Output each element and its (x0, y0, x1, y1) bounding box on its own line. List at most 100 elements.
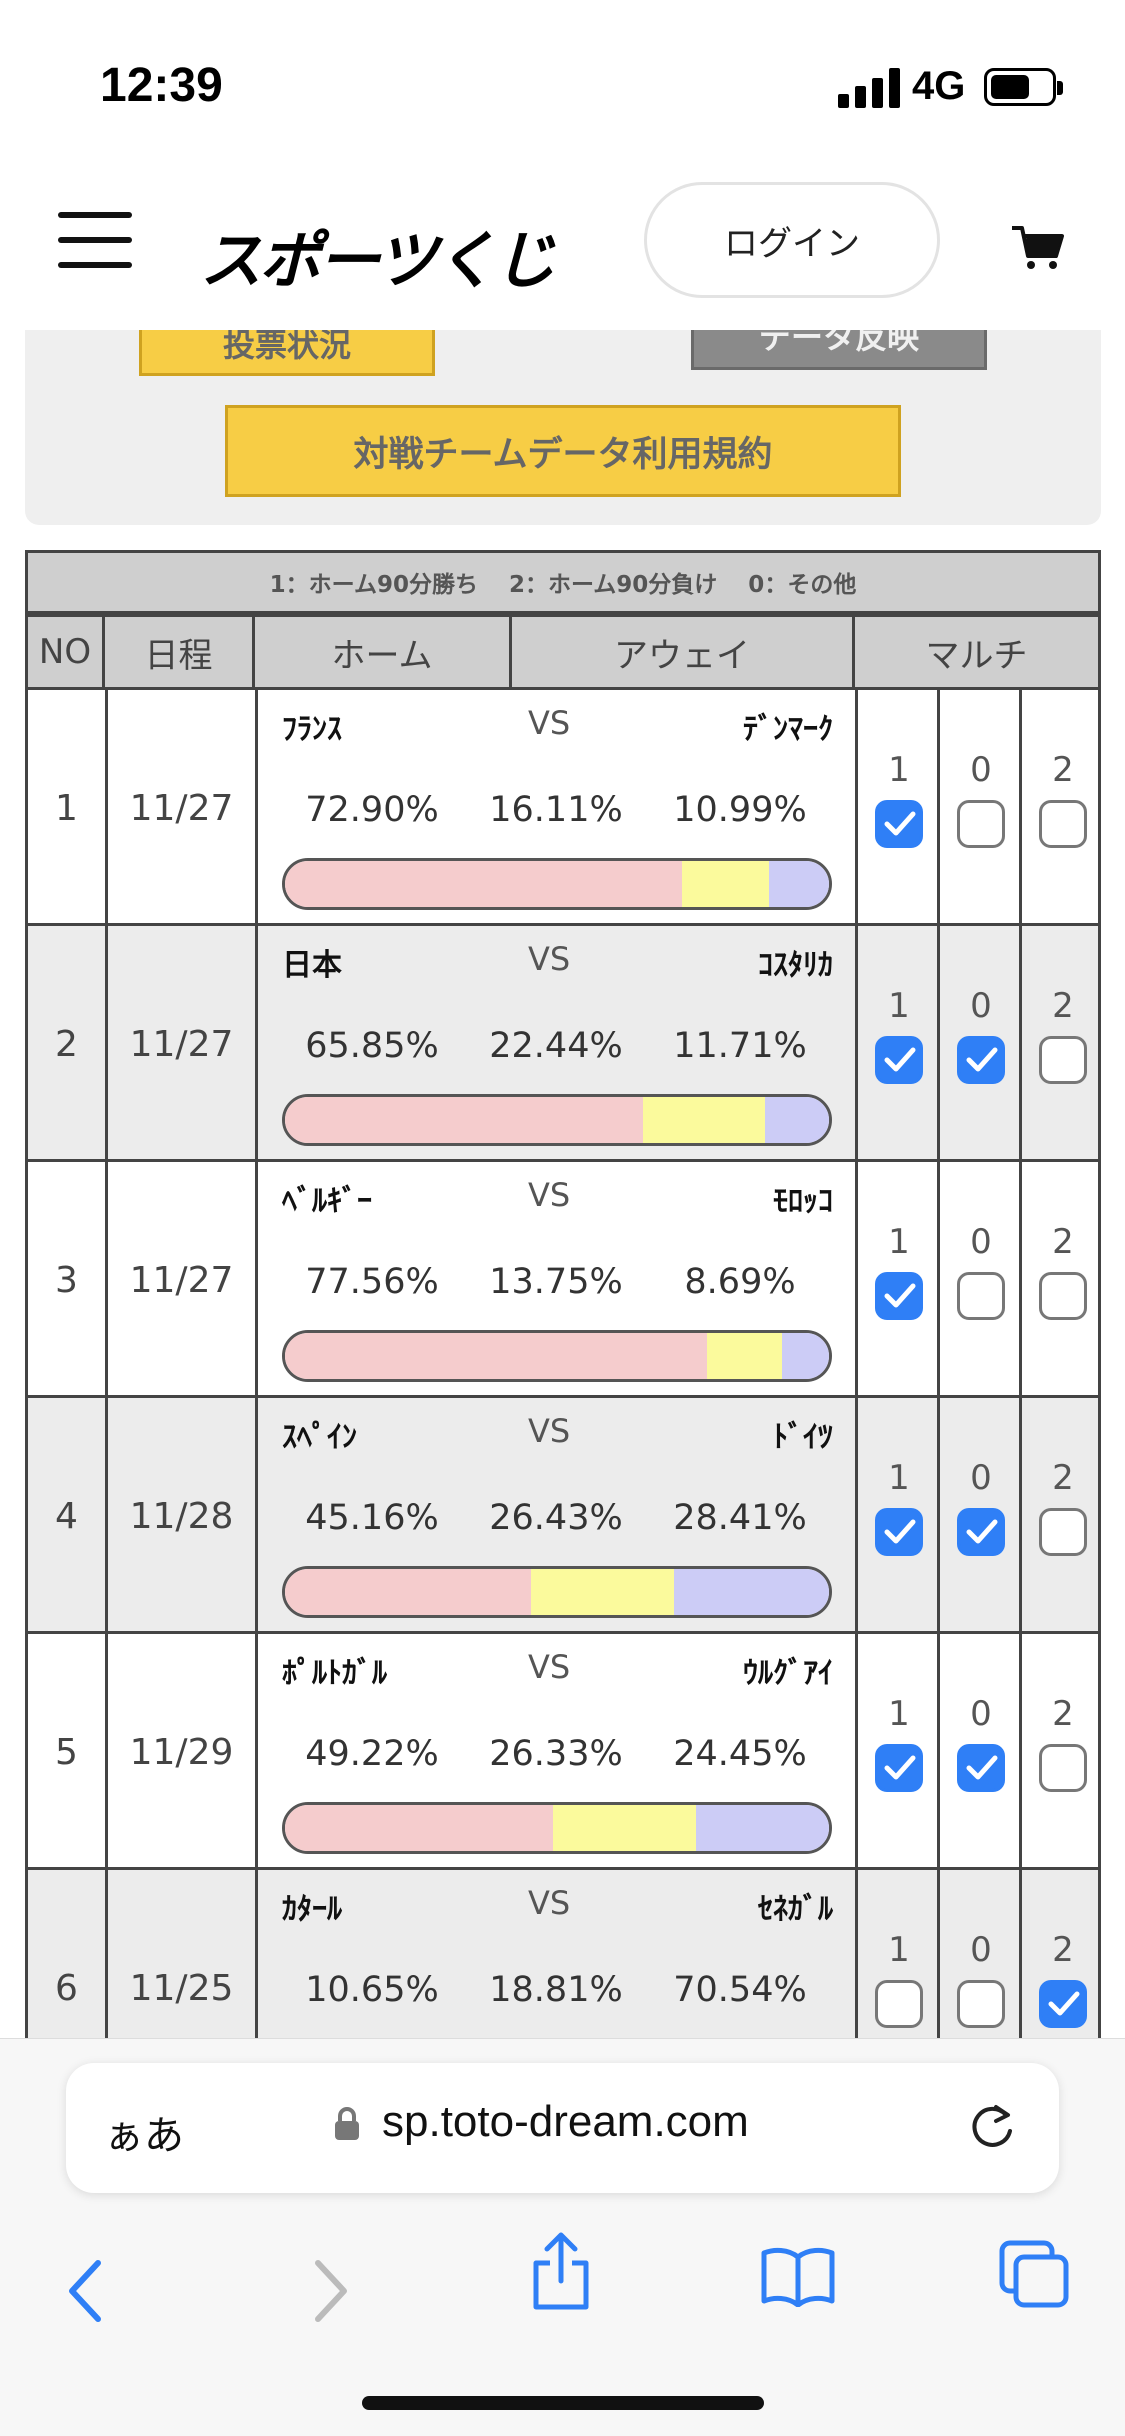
match-date: 11/27 (105, 1162, 255, 1398)
multi-1-cell: 1 (855, 926, 937, 1162)
bookmarks-icon[interactable] (760, 2245, 836, 2307)
multi-0-checkbox[interactable] (957, 800, 1005, 848)
vote-ratio-bar (282, 1330, 832, 1382)
table-header: NO 日程 ホーム アウェイ マルチ (25, 614, 1101, 690)
match-info: ｶﾀｰﾙ VS ｾﾈｶﾞﾙ 10.65% 18.81% 70.54% (255, 1870, 855, 2040)
multi-0-checkbox[interactable] (957, 1036, 1005, 1084)
home-team: ﾍﾞﾙｷﾞｰ (282, 1184, 372, 1219)
data-panel: 投票状況 データ反映 対戦チームデータ利用規約 (25, 330, 1101, 525)
multi-0-cell: 0 (937, 1162, 1019, 1398)
header-away: アウェイ (509, 614, 855, 690)
home-win-pct: 49.22% (305, 1734, 439, 1774)
away-win-pct: 70.54% (673, 1970, 807, 2010)
row-number: 5 (55, 1731, 78, 1773)
back-icon[interactable] (66, 2259, 106, 2323)
address-bar[interactable]: ぁあ sp.toto-dream.com (66, 2063, 1059, 2193)
multi-1-checkbox[interactable] (875, 1744, 923, 1792)
away-win-pct: 28.41% (673, 1498, 807, 1538)
home-win-pct: 10.65% (305, 1970, 439, 2010)
forward-icon[interactable] (310, 2259, 350, 2323)
match-date: 11/27 (105, 926, 255, 1162)
home-win-pct: 77.56% (305, 1262, 439, 1302)
home-win-pct: 45.16% (305, 1498, 439, 1538)
cart-icon[interactable] (1010, 222, 1066, 272)
away-team: ｺｽﾀﾘｶ (758, 948, 833, 983)
site-logo[interactable]: スポーツくじ (200, 224, 556, 297)
checkmark-icon (884, 1519, 916, 1544)
browser-toolbar: ぁあ sp.toto-dream.com (0, 2038, 1125, 2436)
reader-options-button[interactable]: ぁあ (104, 2113, 184, 2159)
multi-2-checkbox[interactable] (1039, 1272, 1087, 1320)
multi-label: 2 (1052, 1694, 1074, 1734)
draw-bar-segment (706, 1333, 782, 1379)
multi-1-checkbox[interactable] (875, 1036, 923, 1084)
draw-pct: 26.33% (489, 1734, 623, 1774)
multi-label: 1 (888, 1458, 910, 1498)
multi-1-checkbox[interactable] (875, 1272, 923, 1320)
home-bar-segment (285, 861, 682, 907)
multi-2-checkbox[interactable] (1039, 1980, 1087, 2028)
multi-0-checkbox[interactable] (957, 1508, 1005, 1556)
match-info: 日本 VS ｺｽﾀﾘｶ 65.85% 22.44% 11.71% (255, 926, 855, 1162)
checkmark-icon (884, 811, 916, 836)
table-legend: 1：ホーム90分勝ち 2：ホーム90分負け 0：その他 (25, 550, 1101, 614)
multi-1-checkbox[interactable] (875, 800, 923, 848)
reload-icon[interactable] (966, 2101, 1018, 2153)
vs-label: VS (528, 1648, 571, 1686)
multi-label: 0 (970, 750, 992, 790)
tabs-icon[interactable] (998, 2239, 1070, 2309)
checkmark-icon (966, 1047, 998, 1072)
checkmark-icon (884, 1047, 916, 1072)
menu-icon[interactable] (58, 212, 132, 268)
match-date: 11/29 (105, 1634, 255, 1870)
multi-0-cell: 0 (937, 926, 1019, 1162)
share-icon[interactable] (530, 2231, 592, 2311)
home-indicator (362, 2396, 764, 2410)
battery-icon (984, 68, 1063, 106)
table-row: 4 11/28 ｽﾍﾟｲﾝ VS ﾄﾞｲﾂ 45.16% 26.43% 28.41% 1 0 2 (28, 1398, 1098, 1634)
vote-ratio-bar (282, 1566, 832, 1618)
away-win-pct: 8.69% (684, 1262, 796, 1302)
vs-label: VS (528, 704, 571, 742)
multi-1-checkbox[interactable] (875, 1508, 923, 1556)
multi-2-checkbox[interactable] (1039, 1508, 1087, 1556)
row-number: 1 (55, 787, 78, 829)
multi-label: 1 (888, 1694, 910, 1734)
draw-bar-segment (530, 1569, 675, 1615)
data-reflect-button[interactable]: データ反映 (691, 330, 987, 370)
checkmark-icon (1048, 1991, 1080, 2016)
multi-label: 2 (1052, 986, 1074, 1026)
away-team: ｳﾙｸﾞｱｲ (743, 1656, 833, 1691)
network-label: 4G (912, 64, 966, 108)
match-info: ﾌﾗﾝｽ VS ﾃﾞﾝﾏｰｸ 72.90% 16.11% 10.99% (255, 690, 855, 926)
multi-2-checkbox[interactable] (1039, 800, 1087, 848)
home-bar-segment (285, 1333, 707, 1379)
multi-2-checkbox[interactable] (1039, 1036, 1087, 1084)
multi-1-cell: 1 (855, 1162, 937, 1398)
multi-label: 2 (1052, 1222, 1074, 1262)
draw-bar-segment (643, 1097, 766, 1143)
home-team: 日本 (282, 948, 342, 983)
multi-0-checkbox[interactable] (957, 1980, 1005, 2028)
multi-0-checkbox[interactable] (957, 1272, 1005, 1320)
status-time: 12:39 (100, 59, 223, 112)
login-button[interactable]: ログイン (644, 182, 940, 298)
multi-label: 0 (970, 1458, 992, 1498)
terms-button[interactable]: 対戦チームデータ利用規約 (225, 405, 901, 497)
match-date: 11/28 (105, 1398, 255, 1634)
lock-icon (335, 2107, 359, 2140)
site-header: スポーツくじ ログイン (0, 170, 1125, 330)
multi-0-checkbox[interactable] (957, 1744, 1005, 1792)
away-team: ﾓﾛｯｺ (773, 1184, 833, 1219)
multi-1-checkbox[interactable] (875, 1980, 923, 2028)
header-no: NO (25, 614, 105, 690)
away-bar-segment (765, 1097, 829, 1143)
multi-2-cell: 2 (1019, 1634, 1098, 1870)
multi-2-checkbox[interactable] (1039, 1744, 1087, 1792)
url-text[interactable]: sp.toto-dream.com (382, 2097, 749, 2146)
match-date: 11/27 (105, 690, 255, 926)
multi-2-cell: 2 (1019, 1870, 1098, 2040)
multi-0-cell: 0 (937, 1870, 1019, 2040)
vote-status-button[interactable]: 投票状況 (139, 330, 435, 376)
multi-2-cell: 2 (1019, 690, 1098, 926)
